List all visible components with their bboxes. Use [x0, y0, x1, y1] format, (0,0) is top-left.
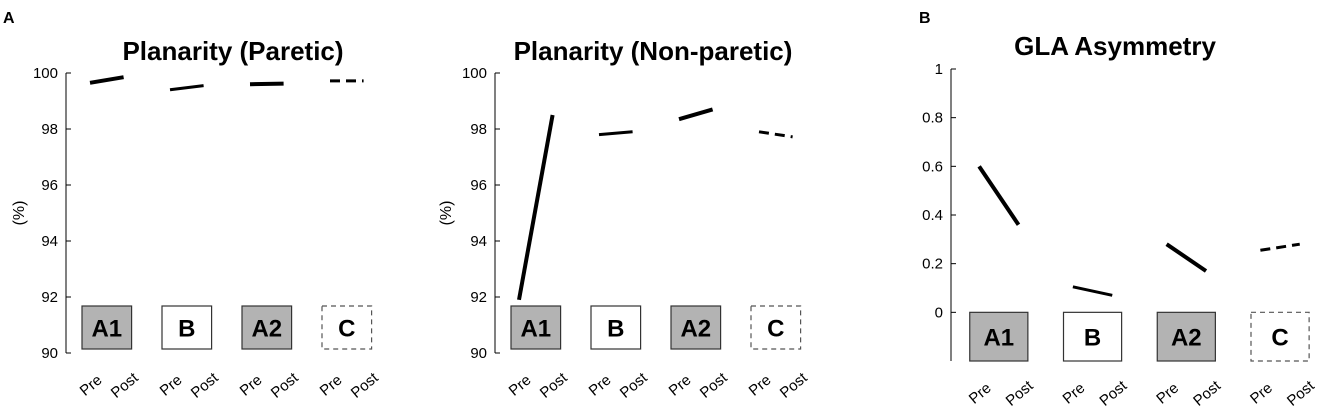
chart-planarity-paretic: Planarity (Paretic) (%) 90 92 94 96 98 100 A1 Pre… — [11, 36, 382, 402]
x-tick-post: Post — [1096, 377, 1131, 410]
condition-box-a2 — [1156, 311, 1216, 362]
series-line-b — [1072, 285, 1113, 297]
y-axis-label: (%) — [11, 201, 28, 226]
condition-label-a1: A1 — [983, 325, 1014, 352]
x-tick-pre: Pre — [966, 380, 995, 408]
x-tick-post: Post — [537, 369, 572, 402]
condition-label-b: B — [178, 316, 195, 343]
condition-label-a1: A1 — [91, 316, 122, 343]
x-tick-pre: Pre — [746, 372, 775, 400]
condition-box-b — [1062, 311, 1123, 362]
y-tick-label: 0.6 — [922, 158, 943, 175]
panel-label-a: A — [3, 10, 15, 27]
condition-box-a2 — [670, 305, 722, 350]
y-tick-label: 0.4 — [922, 207, 943, 224]
condition-box-b — [161, 305, 213, 350]
y-tick-label: 90 — [41, 345, 58, 362]
series-line-a1 — [89, 75, 124, 85]
x-tick-post: Post — [188, 369, 223, 402]
panel-label-b: B — [919, 10, 931, 27]
y-tick-label: 90 — [470, 345, 487, 362]
x-tick-pre: Pre — [1153, 380, 1182, 408]
x-tick-pre: Pre — [77, 372, 106, 400]
x-tick-pre: Pre — [506, 372, 535, 400]
series-line-a2 — [678, 107, 714, 122]
x-tick-post: Post — [1190, 377, 1225, 410]
y-tick-label: 100 — [33, 65, 58, 82]
x-tick-pre: Pre — [586, 372, 615, 400]
series-line-c — [758, 130, 793, 139]
series-line-a2 — [1165, 242, 1208, 273]
condition-label-a2: A2 — [251, 316, 282, 343]
condition-box-a1 — [81, 305, 133, 350]
x-tick-pre: Pre — [1060, 380, 1089, 408]
x-tick-pre: Pre — [237, 372, 266, 400]
chart-title: Planarity (Non-paretic) — [514, 36, 793, 66]
condition-box-c — [750, 305, 802, 350]
series-line-a1 — [517, 114, 555, 301]
series-line-b — [598, 130, 633, 137]
y-tick-label: 96 — [41, 177, 58, 194]
condition-box-a1 — [510, 305, 562, 350]
y-tick-label: 94 — [41, 233, 58, 250]
x-tick-pre: Pre — [666, 372, 695, 400]
series-line-c — [1260, 242, 1300, 252]
chart-title: Planarity (Paretic) — [122, 36, 343, 66]
y-tick-label: 1 — [935, 61, 943, 78]
condition-label-c: C — [338, 316, 355, 343]
condition-label-b: B — [607, 316, 624, 343]
y-tick-label: 0.2 — [922, 256, 943, 273]
x-tick-pre: Pre — [317, 372, 346, 400]
condition-label-a2: A2 — [680, 316, 711, 343]
condition-box-c — [1250, 311, 1310, 362]
y-tick-label: 0.8 — [922, 110, 943, 127]
series-line-b — [169, 84, 204, 92]
y-tick-label: 92 — [470, 289, 487, 306]
series-line-a2 — [249, 81, 284, 87]
condition-box-b — [590, 305, 642, 350]
x-tick-post: Post — [1284, 377, 1319, 410]
condition-label-b: B — [1084, 325, 1101, 352]
y-tick-label: 92 — [41, 289, 58, 306]
condition-box-c — [321, 305, 373, 350]
chart-planarity-non-paretic: Planarity (Non-paretic) (%) 90 92 94 96 98 100 A… — [438, 36, 811, 402]
x-tick-post: Post — [697, 369, 732, 402]
chart-title: GLA Asymmetry — [1014, 31, 1216, 61]
x-tick-pre: Pre — [157, 372, 186, 400]
y-tick-label: 98 — [41, 121, 58, 138]
x-tick-post: Post — [108, 369, 143, 402]
y-tick-label: 98 — [470, 121, 487, 138]
condition-box-a1 — [969, 311, 1029, 362]
x-tick-pre: Pre — [1247, 380, 1276, 408]
condition-label-a1: A1 — [520, 316, 551, 343]
condition-label-c: C — [1271, 325, 1288, 352]
y-tick-label: 0 — [935, 304, 943, 321]
x-tick-post: Post — [777, 369, 812, 402]
x-tick-post: Post — [617, 369, 652, 402]
condition-label-c: C — [767, 316, 784, 343]
condition-box-a2 — [241, 305, 293, 350]
series-line-a1 — [977, 165, 1021, 226]
y-tick-label: 100 — [462, 65, 487, 82]
x-tick-post: Post — [348, 369, 383, 402]
condition-label-a2: A2 — [1171, 325, 1202, 352]
y-tick-label: 94 — [470, 233, 487, 250]
y-tick-label: 96 — [470, 177, 487, 194]
x-tick-post: Post — [268, 369, 303, 402]
y-axis-label: (%) — [438, 201, 455, 226]
x-tick-post: Post — [1003, 377, 1038, 410]
